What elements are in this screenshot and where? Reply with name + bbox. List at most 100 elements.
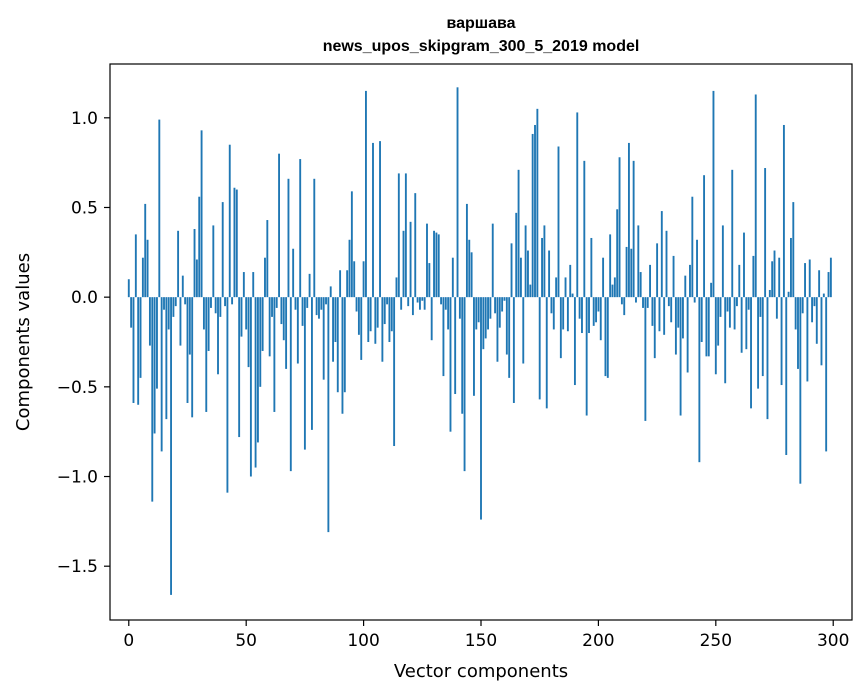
bar	[416, 297, 419, 303]
bar	[397, 173, 400, 298]
bar	[435, 232, 438, 298]
bar	[249, 297, 252, 477]
bar	[388, 297, 391, 342]
bar	[233, 187, 236, 298]
bar	[613, 277, 616, 298]
bar	[731, 169, 734, 298]
bar	[379, 141, 381, 298]
bar	[597, 297, 600, 312]
bar	[738, 264, 741, 298]
bar	[449, 297, 452, 432]
bar	[360, 297, 363, 360]
bar	[346, 270, 349, 298]
bar	[242, 272, 245, 298]
bar	[484, 297, 487, 339]
bar	[146, 239, 149, 298]
bar	[367, 297, 370, 342]
y-tick-label: −0.5	[57, 378, 98, 398]
bar	[656, 243, 659, 298]
bar	[674, 297, 677, 355]
bar	[623, 297, 626, 316]
bar	[768, 289, 771, 298]
bar	[703, 175, 706, 298]
bar	[374, 297, 377, 344]
bar	[627, 142, 630, 298]
bar	[752, 255, 755, 298]
bar	[714, 297, 717, 375]
bar	[707, 297, 710, 357]
bar	[635, 297, 637, 303]
bar	[534, 124, 536, 298]
bar	[630, 248, 633, 298]
bar	[761, 297, 764, 377]
bar	[494, 297, 497, 314]
bar	[787, 291, 790, 298]
bar	[536, 108, 539, 298]
bar	[566, 297, 569, 332]
bar	[482, 297, 485, 350]
bar	[334, 297, 337, 342]
y-tick-label: −1.5	[57, 557, 98, 577]
y-tick-label: 0.0	[71, 288, 98, 308]
bar	[517, 169, 520, 298]
bar	[691, 196, 694, 298]
bar	[724, 297, 727, 384]
bar	[522, 297, 525, 364]
bar	[602, 257, 605, 298]
bar	[139, 297, 142, 378]
bar	[329, 286, 332, 298]
bar	[644, 297, 647, 421]
x-tick-label: 150	[465, 631, 497, 651]
bar	[677, 297, 680, 328]
bar	[775, 297, 778, 319]
bar	[254, 297, 257, 468]
bar	[686, 297, 689, 373]
bar	[353, 261, 356, 298]
bar	[409, 221, 412, 298]
bar	[721, 225, 724, 298]
bar	[381, 297, 384, 362]
x-axis-label: Vector components	[394, 661, 568, 682]
bar	[179, 297, 182, 346]
bar	[327, 297, 330, 533]
bar	[571, 293, 574, 298]
bar	[477, 297, 480, 323]
bar	[625, 246, 628, 298]
bar	[205, 297, 208, 412]
y-axis-label: Components values	[13, 253, 34, 431]
bar	[508, 297, 511, 378]
y-tick-label: 0.5	[71, 198, 98, 218]
bar	[191, 297, 194, 418]
bar	[670, 297, 673, 323]
bar	[332, 297, 335, 362]
bar	[529, 284, 532, 298]
bar	[794, 297, 797, 330]
bar	[315, 297, 318, 316]
bar	[275, 297, 278, 308]
bar	[221, 202, 224, 298]
bar	[512, 297, 515, 403]
bar	[156, 297, 158, 389]
bar	[754, 94, 757, 298]
bar	[186, 297, 189, 403]
bar	[240, 297, 243, 337]
bar	[660, 211, 663, 298]
bar	[130, 297, 133, 328]
bar	[235, 189, 238, 298]
bar	[148, 297, 151, 346]
bar	[728, 297, 731, 328]
bar	[343, 297, 346, 393]
bar	[212, 225, 215, 298]
bar	[515, 212, 518, 298]
bar	[717, 297, 720, 346]
bar	[606, 297, 609, 378]
bar	[268, 297, 271, 357]
bar	[700, 297, 703, 342]
bar	[393, 297, 396, 447]
bar	[386, 297, 389, 305]
bar	[400, 297, 403, 310]
bar	[228, 144, 231, 298]
bar	[698, 297, 701, 463]
bar	[470, 252, 473, 298]
